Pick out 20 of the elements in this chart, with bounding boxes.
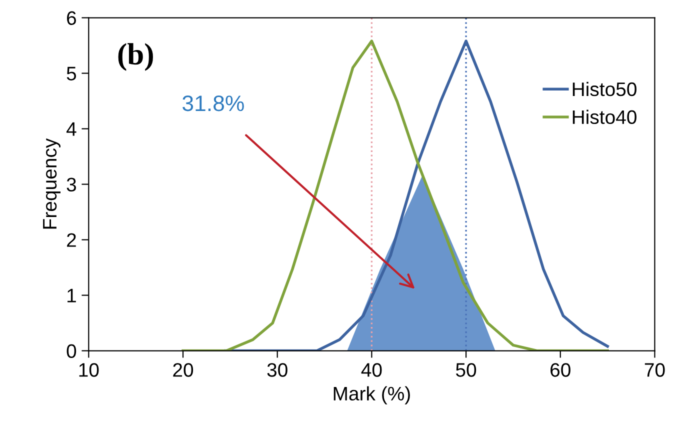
- y-tick-label: 4: [66, 122, 76, 136]
- y-tick-label: 6: [67, 11, 76, 25]
- legend-label: Histo50: [572, 82, 636, 96]
- x-tick-label: 50: [456, 363, 476, 377]
- x-tick-label: 30: [267, 363, 288, 377]
- x-tick-label: 70: [644, 363, 665, 377]
- y-tick-label: 3: [66, 178, 76, 192]
- y-tick-label: 2: [67, 233, 76, 247]
- legend-label: Histo40: [572, 110, 636, 124]
- x-axis-title: Mark (%): [334, 386, 410, 404]
- annotation: 31.8%: [182, 95, 244, 112]
- x-tick-label: 20: [173, 363, 194, 377]
- y-tick-label: 5: [66, 66, 76, 80]
- y-tick-label: 0: [66, 344, 76, 358]
- x-tick-label: 60: [550, 363, 570, 377]
- x-tick-label: 10: [79, 363, 99, 377]
- x-tick-label: 40: [361, 363, 382, 377]
- y-axis-title: Frequency: [43, 138, 60, 229]
- annotation: (b): [118, 43, 153, 71]
- y-tick-label: 1: [68, 288, 76, 302]
